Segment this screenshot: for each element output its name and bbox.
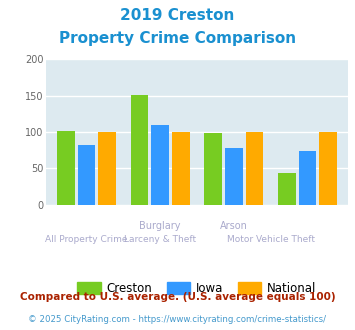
Legend: Creston, Iowa, National: Creston, Iowa, National xyxy=(73,277,321,300)
Text: 2019 Creston: 2019 Creston xyxy=(120,8,235,23)
Text: Larceny & Theft: Larceny & Theft xyxy=(124,235,196,244)
Bar xyxy=(204,133,222,205)
Text: Motor Vehicle Theft: Motor Vehicle Theft xyxy=(226,235,315,244)
Text: Compared to U.S. average. (U.S. average equals 100): Compared to U.S. average. (U.S. average … xyxy=(20,292,335,302)
Text: © 2025 CityRating.com - https://www.cityrating.com/crime-statistics/: © 2025 CityRating.com - https://www.city… xyxy=(28,315,327,324)
Bar xyxy=(172,132,190,205)
Text: Property Crime Comparison: Property Crime Comparison xyxy=(59,31,296,46)
Text: All Property Crime: All Property Crime xyxy=(45,235,128,244)
Bar xyxy=(246,132,263,205)
Text: Burglary: Burglary xyxy=(140,221,181,231)
Bar xyxy=(299,151,316,205)
Bar xyxy=(98,132,116,205)
Bar xyxy=(78,145,95,205)
Bar xyxy=(151,125,169,205)
Bar xyxy=(57,131,75,205)
Bar xyxy=(319,132,337,205)
Bar xyxy=(225,148,243,205)
Bar xyxy=(278,173,296,205)
Text: Arson: Arson xyxy=(220,221,248,231)
Bar xyxy=(131,95,148,205)
